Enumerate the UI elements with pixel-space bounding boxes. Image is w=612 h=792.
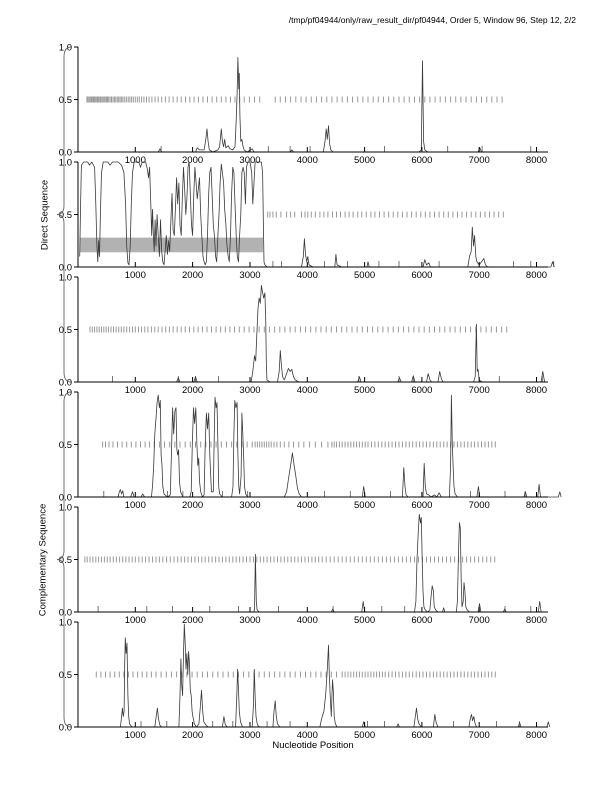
y-tick-label: 0.5: [59, 670, 72, 681]
x-tick-label: 2000: [182, 385, 203, 396]
x-tick-label: 5000: [354, 615, 375, 626]
x-tick-label: 3000: [239, 615, 260, 626]
x-tick-label: 3000: [239, 155, 260, 166]
x-tick-label: 4000: [297, 500, 318, 511]
x-tick-label: 1000: [125, 155, 146, 166]
x-tick-label: 5000: [354, 155, 375, 166]
x-tick-label: 8000: [526, 500, 547, 511]
x-tick-label: 4000: [297, 155, 318, 166]
x-tick-label: 6000: [411, 615, 432, 626]
x-tick-label: 8000: [526, 155, 547, 166]
group-brace: [56, 46, 72, 383]
x-tick-label: 8000: [526, 615, 547, 626]
gene-region-shade: [79, 237, 264, 253]
x-tick-label: 6000: [411, 500, 432, 511]
probability-curve: [79, 57, 548, 153]
x-tick-label: 3000: [239, 500, 260, 511]
x-tick-label: 7000: [469, 155, 490, 166]
y-tick-label: 0.5: [59, 440, 72, 451]
x-tick-label: 1000: [125, 615, 146, 626]
y-tick-label: 1.0: [59, 388, 72, 399]
x-tick-label: 3000: [239, 385, 260, 396]
y-tick-label: 1.0: [59, 618, 72, 629]
x-tick-label: 3000: [239, 730, 260, 741]
x-tick-label: 8000: [526, 270, 547, 281]
x-tick-label: 4000: [297, 730, 318, 741]
x-tick-label: 4000: [297, 385, 318, 396]
y-tick-label: 0.0: [59, 723, 72, 734]
panel-axes: [77, 392, 548, 498]
x-tick-label: 7000: [469, 615, 490, 626]
panel-axes: [77, 622, 548, 728]
panel-direct-frame-3: 0.0 0.5 1.0 1000 2000 3000 4000 5000 6000 7000 800…: [59, 273, 548, 396]
panel-complementary-frame-2: 0.0 0.5 1.0 1000 2000 3000 4000 5000 6000 7000 800…: [59, 503, 548, 626]
x-tick-label: 4000: [297, 615, 318, 626]
x-tick-label: 5000: [354, 270, 375, 281]
x-tick-label: 5000: [354, 500, 375, 511]
x-tick-label: 6000: [411, 730, 432, 741]
y-tick-label: 0.0: [59, 263, 72, 274]
y-tick-label: 0.5: [59, 95, 72, 106]
x-tick-label: 1000: [125, 270, 146, 281]
y-tick-label: 0.0: [59, 608, 72, 619]
y-tick-label: 0.5: [59, 325, 72, 336]
probability-curve: [79, 623, 551, 728]
probability-curve: [79, 161, 555, 268]
x-tick-label: 8000: [526, 385, 547, 396]
x-tick-label: 5000: [354, 730, 375, 741]
x-tick-label: 1000: [125, 500, 146, 511]
x-tick-label: 2000: [182, 270, 203, 281]
x-tick-label: 6000: [411, 270, 432, 281]
y-tick-label: 0.5: [59, 210, 72, 221]
x-tick-label: 2000: [182, 615, 203, 626]
x-tick-label: 1000: [125, 385, 146, 396]
group-brace: [56, 391, 72, 728]
x-tick-label: 2000: [182, 500, 203, 511]
x-tick-label: 4000: [297, 270, 318, 281]
x-tick-label: 6000: [411, 155, 432, 166]
x-tick-label: 7000: [469, 730, 490, 741]
probability-curve: [79, 394, 562, 498]
y-tick-label: 1.0: [59, 273, 72, 284]
y-tick-label: 1.0: [59, 503, 72, 514]
panel-direct-frame-1: 0.0 0.5 1.0 1000 2000 3000 4000 5000 6000 7000 800…: [59, 43, 548, 166]
x-tick-label: 2000: [182, 730, 203, 741]
x-tick-label: 3000: [239, 270, 260, 281]
x-tick-label: 6000: [411, 385, 432, 396]
x-tick-label: 7000: [469, 500, 490, 511]
y-tick-label: 1.0: [59, 43, 72, 54]
probability-curve: [79, 514, 548, 613]
y-tick-label: 0.0: [59, 493, 72, 504]
panel-axes: [77, 47, 548, 153]
x-tick-label: 2000: [182, 155, 203, 166]
x-tick-label: 5000: [354, 385, 375, 396]
y-tick-label: 0.5: [59, 555, 72, 566]
x-tick-label: 7000: [469, 270, 490, 281]
y-tick-label: 0.0: [59, 378, 72, 389]
probability-curve: [79, 285, 548, 383]
x-axis-label: Nucleotide Position: [272, 740, 354, 751]
panel-axes: [77, 507, 548, 613]
x-tick-label: 7000: [469, 385, 490, 396]
y-tick-label: 1.0: [59, 158, 72, 169]
x-tick-label: 1000: [125, 730, 146, 741]
panel-direct-frame-2: 0.0 0.5 1.0 1000 2000 3000 4000 5000 6000 7000 800…: [59, 158, 555, 281]
y-tick-label: 0.0: [59, 148, 72, 159]
panel-complementary-frame-1: 0.0 0.5 1.0 1000 2000 3000 4000 5000 6000 7000 800…: [59, 388, 562, 511]
plot-title: /tmp/pf04944/only/raw_result_dir/pf04944…: [288, 15, 576, 25]
panel-complementary-frame-3: 0.0 0.5 1.0 1000 2000 3000 4000 5000 6000 7000 800…: [59, 618, 551, 741]
x-tick-label: 8000: [526, 730, 547, 741]
